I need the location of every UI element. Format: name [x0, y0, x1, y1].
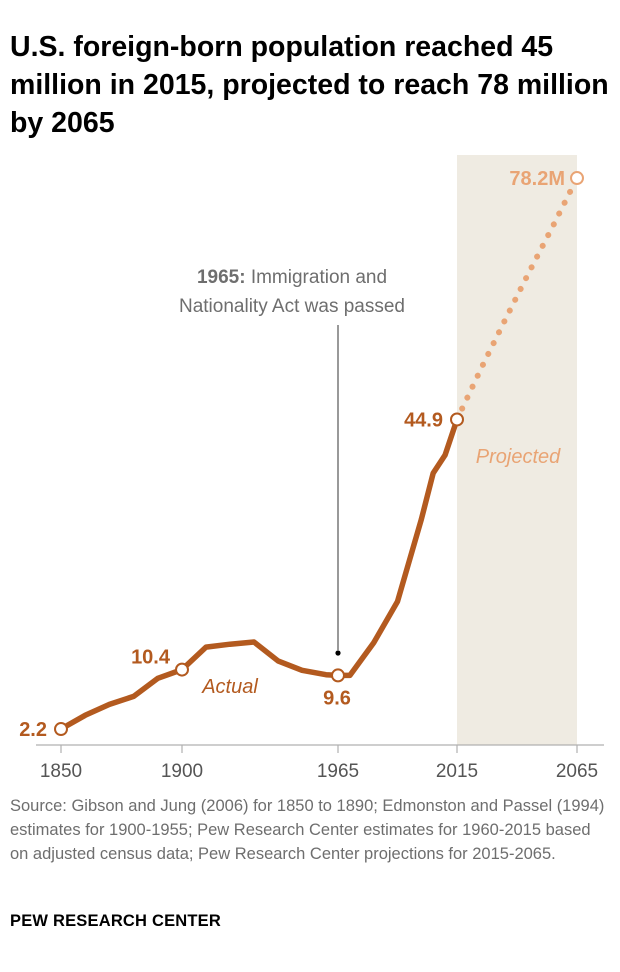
data-point-1850 — [54, 722, 68, 737]
chart-canvas: 1965: Immigration and Nationality Act wa… — [19, 155, 604, 782]
x-axis-ticks: 1850 1900 1965 2015 2065 — [40, 745, 598, 782]
data-point-2065 — [570, 171, 584, 186]
annotation-text-line2: Nationality Act was passed — [179, 296, 405, 317]
publisher-logo-text: PEW RESEARCH CENTER — [10, 912, 221, 930]
data-label-2015: 44.9 — [404, 409, 443, 431]
source-note: Source: Gibson and Jung (2006) for 1850 … — [10, 797, 605, 863]
series-label-projected: Projected — [476, 446, 561, 468]
annotation-line1-text: Immigration and — [246, 267, 388, 288]
data-label-2065: 78.2M — [509, 168, 565, 190]
data-label-1965: 9.6 — [323, 687, 351, 709]
series-label-actual: Actual — [201, 676, 258, 698]
annotation-bold-year: 1965: — [197, 267, 246, 288]
x-tick-label-1965: 1965 — [317, 761, 359, 782]
data-label-1900: 10.4 — [131, 647, 171, 669]
chart-title: U.S. foreign-born population reached 45 … — [10, 31, 609, 139]
series-line-actual — [58, 416, 460, 732]
data-point-2015 — [450, 412, 464, 427]
data-label-1850: 2.2 — [19, 719, 47, 741]
data-labels: 2.2 10.4 9.6 44.9 78.2M — [19, 168, 565, 741]
data-point-markers — [54, 171, 584, 737]
x-tick-label-2015: 2015 — [436, 761, 478, 782]
data-point-1965 — [331, 668, 345, 683]
x-tick-label-2065: 2065 — [556, 761, 598, 782]
data-point-1900 — [175, 662, 189, 677]
annotation-text-line1: 1965: Immigration and — [197, 267, 387, 288]
x-tick-label-1900: 1900 — [161, 761, 203, 782]
annotation-dot — [335, 650, 341, 656]
projected-shaded-region — [457, 155, 577, 745]
series-line-projected — [454, 175, 580, 423]
x-tick-label-1850: 1850 — [40, 761, 82, 782]
